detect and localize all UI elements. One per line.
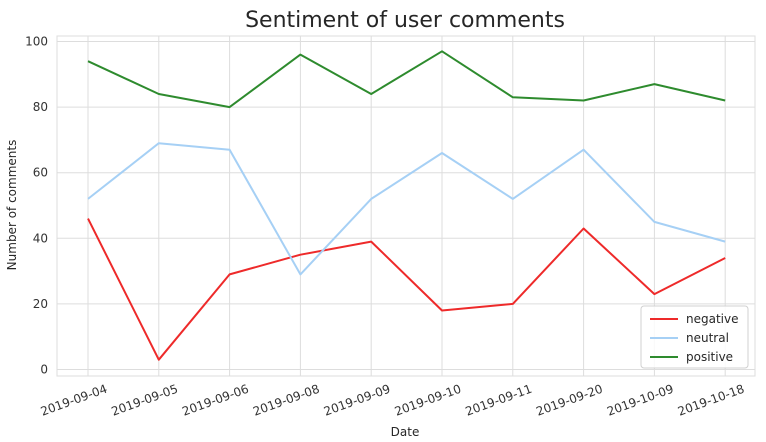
series-line-positive <box>87 50 726 109</box>
series-line-neutral <box>87 142 726 276</box>
legend-label-neutral: neutral <box>686 331 729 345</box>
y-tick-label: 20 <box>33 297 48 311</box>
x-tick-label: 2019-09-05 <box>109 382 179 419</box>
x-tick-label: 2019-10-18 <box>676 382 746 419</box>
x-axis-ticks: 2019-09-04 2019-09-05 2019-09-06 2019-09-08… <box>39 382 747 419</box>
grid-lines <box>57 36 755 376</box>
legend: negative neutral positive <box>640 305 749 369</box>
y-tick-label: 40 <box>33 231 48 245</box>
x-tick-label: 2019-10-09 <box>605 382 675 419</box>
x-axis-label: Date <box>391 425 420 439</box>
x-tick-label: 2019-09-06 <box>180 382 250 419</box>
chart-title: Sentiment of user comments <box>245 8 565 33</box>
x-tick-label: 2019-09-08 <box>251 382 321 419</box>
plot-area <box>56 35 756 377</box>
series-lines <box>87 50 726 361</box>
legend-box <box>640 305 749 369</box>
legend-label-negative: negative <box>686 312 738 326</box>
x-tick-label: 2019-09-20 <box>534 382 604 419</box>
y-tick-label: 80 <box>33 100 48 114</box>
x-tick-label: 2019-09-04 <box>39 382 109 419</box>
y-tick-label: 60 <box>33 166 48 180</box>
x-tick-label: 2019-09-10 <box>393 382 463 419</box>
y-axis-ticks: 0 20 40 60 80 100 <box>25 35 48 377</box>
series-line-negative <box>87 218 726 361</box>
legend-label-positive: positive <box>686 350 733 364</box>
x-tick-label: 2019-09-09 <box>322 382 392 419</box>
x-tick-label: 2019-09-11 <box>463 382 533 419</box>
y-axis-label: Number of comments <box>5 140 19 271</box>
y-tick-label: 0 <box>40 363 48 377</box>
y-tick-label: 100 <box>25 35 48 49</box>
